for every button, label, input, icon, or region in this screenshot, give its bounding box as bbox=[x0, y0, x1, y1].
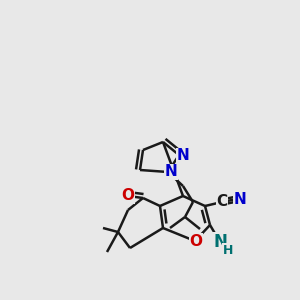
Text: N: N bbox=[165, 164, 177, 179]
Text: O: O bbox=[190, 233, 202, 248]
Text: C: C bbox=[216, 194, 228, 209]
Text: N: N bbox=[213, 233, 227, 251]
Text: H: H bbox=[223, 244, 233, 256]
Text: N: N bbox=[177, 148, 189, 164]
Text: N: N bbox=[234, 191, 246, 206]
Text: O: O bbox=[122, 188, 134, 203]
